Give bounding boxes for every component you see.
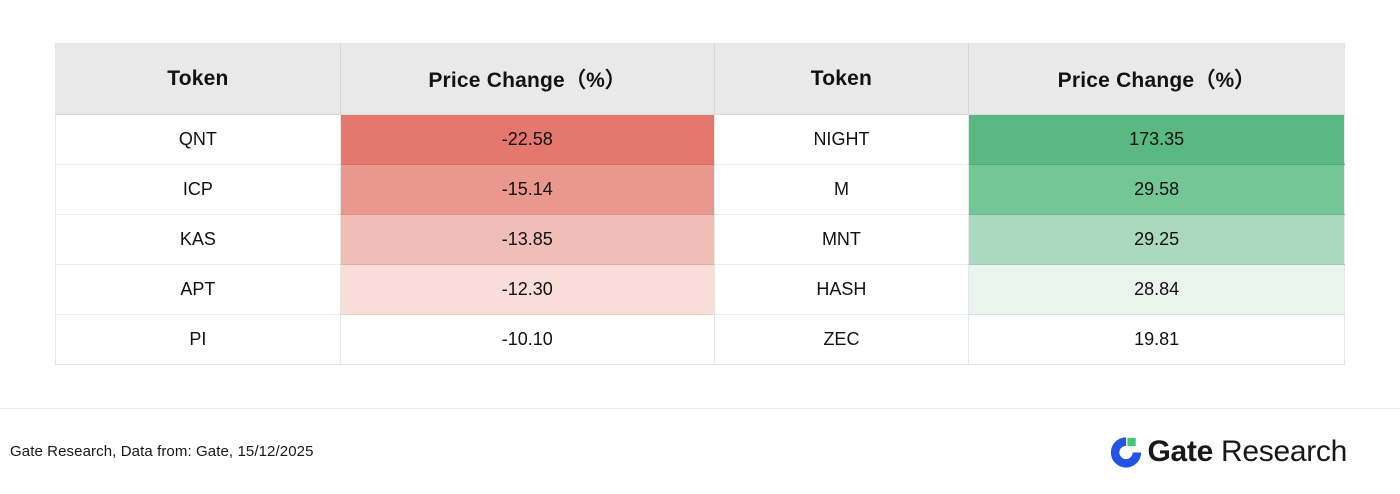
header-token-left: Token	[55, 43, 341, 115]
token-cell: MNT	[714, 214, 970, 265]
price-change-table: Token Price Change（%） Token Price Change…	[55, 43, 1345, 365]
table-row: QNT -22.58 NIGHT 173.35	[55, 114, 1345, 165]
change-cell: -13.85	[340, 214, 715, 265]
gate-logo-icon	[1109, 435, 1143, 469]
change-cell: -15.14	[340, 164, 715, 215]
logo-text-research: Research	[1221, 434, 1347, 468]
gate-research-logo: Gate Research	[1109, 434, 1347, 469]
change-cell: 173.35	[968, 114, 1345, 165]
change-cell: 28.84	[968, 264, 1345, 315]
header-row: Token Price Change（%） Token Price Change…	[55, 43, 1345, 115]
change-cell: 29.58	[968, 164, 1345, 215]
token-cell: PI	[55, 314, 341, 365]
table-body: QNT -22.58 NIGHT 173.35 ICP -15.14 M 29.…	[55, 114, 1345, 365]
table-row: KAS -13.85 MNT 29.25	[55, 214, 1345, 265]
footer-divider	[0, 408, 1400, 409]
table-row: ICP -15.14 M 29.58	[55, 164, 1345, 215]
change-cell: 29.25	[968, 214, 1345, 265]
change-cell: 19.81	[968, 314, 1345, 365]
price-change-table-wrap: Token Price Change（%） Token Price Change…	[55, 43, 1345, 365]
header-token-right: Token	[714, 43, 970, 115]
token-cell: M	[714, 164, 970, 215]
token-cell: APT	[55, 264, 341, 315]
change-cell: -22.58	[340, 114, 715, 165]
token-cell: KAS	[55, 214, 341, 265]
table-row: PI -10.10 ZEC 19.81	[55, 314, 1345, 365]
token-cell: ZEC	[714, 314, 970, 365]
header-change-right: Price Change（%）	[968, 43, 1345, 115]
footer: Gate Research, Data from: Gate, 15/12/20…	[0, 409, 1400, 494]
token-cell: QNT	[55, 114, 341, 165]
token-cell: HASH	[714, 264, 970, 315]
header-change-left: Price Change（%）	[340, 43, 715, 115]
change-cell: -12.30	[340, 264, 715, 315]
logo-text-gate: Gate	[1147, 434, 1214, 468]
token-cell: NIGHT	[714, 114, 970, 165]
change-cell: -10.10	[340, 314, 715, 365]
table-header: Token Price Change（%） Token Price Change…	[55, 43, 1345, 115]
data-source-caption: Gate Research, Data from: Gate, 15/12/20…	[10, 443, 314, 460]
token-cell: ICP	[55, 164, 341, 215]
table-row: APT -12.30 HASH 28.84	[55, 264, 1345, 315]
